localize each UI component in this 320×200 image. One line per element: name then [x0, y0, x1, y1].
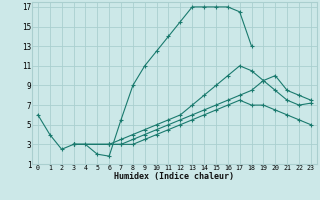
X-axis label: Humidex (Indice chaleur): Humidex (Indice chaleur): [115, 172, 234, 181]
